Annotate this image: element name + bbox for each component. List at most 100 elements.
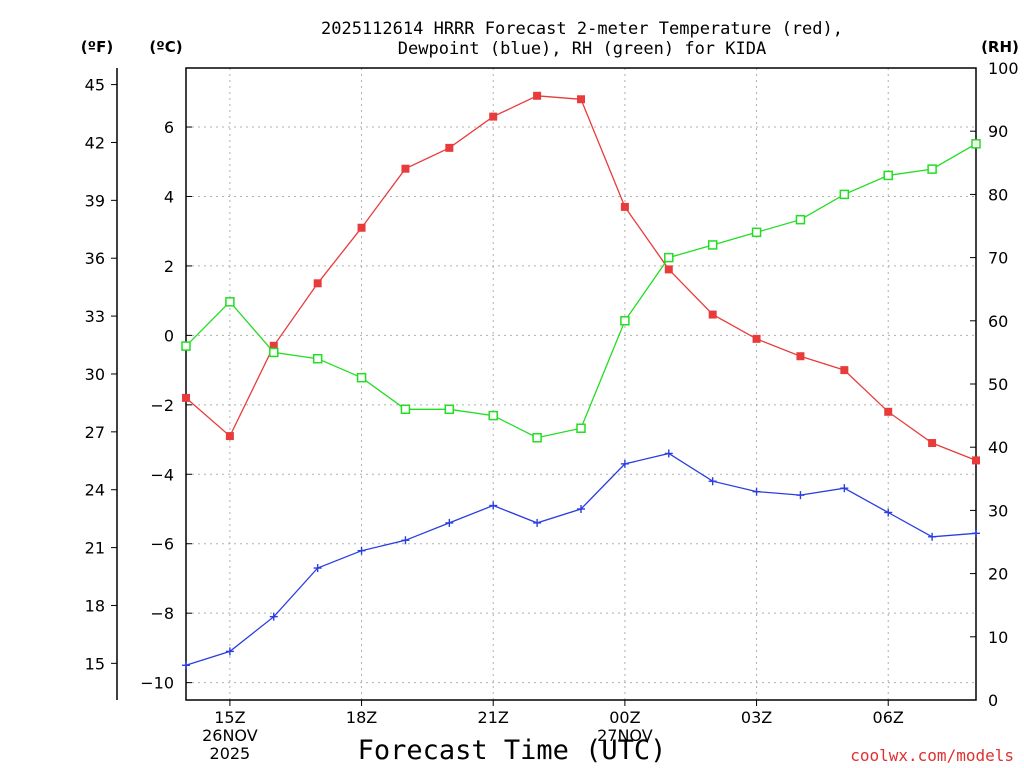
plot-frame <box>185 67 977 701</box>
dewpoint-line <box>185 452 977 666</box>
year-tick-label: 2025 <box>210 744 251 763</box>
rh-tick-label: 80 <box>988 185 1008 204</box>
axis-ticks: −10−8−6−4−202461518212427303336394245010… <box>85 59 1019 763</box>
dewpoint-point <box>489 501 498 510</box>
rh-point <box>664 252 674 263</box>
rh-point <box>927 164 937 174</box>
time-tick-label: 15Z <box>214 708 245 727</box>
celsius-tick-label: −4 <box>150 465 174 484</box>
fahrenheit-tick-label: 30 <box>85 365 105 384</box>
rh-point <box>576 423 586 433</box>
2-meter-temperature-point <box>489 112 498 121</box>
dewpoint-point <box>796 491 805 500</box>
fahrenheit-tick-label: 33 <box>85 307 105 326</box>
rh-tick-label: 50 <box>988 375 1008 394</box>
dewpoint-point <box>840 484 849 493</box>
2-meter-temperature-point <box>884 407 893 416</box>
date-tick-label: 27NOV <box>597 726 653 745</box>
fahrenheit-tick-label: 39 <box>85 191 105 210</box>
rh-point <box>839 189 850 200</box>
rh-point <box>971 139 981 149</box>
2-meter-temperature-point <box>840 366 849 375</box>
fahrenheit-tick-label: 24 <box>85 481 105 500</box>
2-meter-temperature-point <box>357 223 366 232</box>
dewpoint-point <box>928 532 937 541</box>
2-meter-temperature-point <box>313 279 322 288</box>
dewpoint-point <box>269 612 278 621</box>
dewpoint-point <box>182 661 190 670</box>
2-meter-temperature-line <box>185 95 977 462</box>
dewpoint-point <box>972 529 980 538</box>
dewpoint-point <box>752 487 761 496</box>
rh-point <box>751 227 762 238</box>
fahrenheit-unit-label: (ºF) <box>81 38 113 56</box>
rh-tick-label: 60 <box>988 312 1008 331</box>
dewpoint-point <box>664 449 673 458</box>
rh-tick-label: 20 <box>988 565 1008 584</box>
time-tick-label: 18Z <box>346 708 377 727</box>
rh-point <box>225 297 235 307</box>
dewpoint-point <box>884 508 893 517</box>
rh-tick-label: 40 <box>988 438 1008 457</box>
rh-point <box>444 404 455 415</box>
rh-point <box>707 240 718 250</box>
rh-unit-label: (RH) <box>981 38 1019 56</box>
celsius-tick-label: −2 <box>150 396 174 415</box>
dewpoint-point <box>357 546 366 555</box>
celsius-tick-label: −6 <box>150 535 174 554</box>
credit-text: coolwx.com/models <box>850 746 1014 765</box>
dewpoint-point <box>401 536 410 545</box>
time-tick-label: 21Z <box>478 708 509 727</box>
grid-lines <box>186 68 976 700</box>
celsius-tick-label: 2 <box>164 257 174 276</box>
fahrenheit-tick-label: 27 <box>85 423 105 442</box>
dewpoint-point <box>533 518 542 527</box>
rh-point <box>312 353 323 364</box>
rh-point <box>620 316 630 326</box>
2-meter-temperature-point <box>972 456 980 465</box>
dewpoint-point <box>225 647 234 656</box>
dewpoint-point <box>708 477 717 486</box>
date-tick-label: 26NOV <box>202 726 258 745</box>
celsius-tick-label: −8 <box>150 604 174 623</box>
2-meter-temperature-point <box>182 393 190 402</box>
fahrenheit-tick-label: 18 <box>85 596 105 615</box>
rh-tick-label: 100 <box>988 59 1019 78</box>
dewpoint-point <box>445 518 454 527</box>
rh-tick-label: 70 <box>988 249 1008 268</box>
axes <box>116 67 977 701</box>
celsius-tick-label: 6 <box>164 118 174 137</box>
rh-tick-label: 10 <box>988 628 1008 647</box>
fahrenheit-tick-label: 36 <box>85 249 105 268</box>
2-meter-temperature-point <box>664 265 673 274</box>
dewpoint-point <box>620 459 629 468</box>
2-meter-temperature-point <box>269 341 278 350</box>
x-axis-title: Forecast Time (UTC) <box>358 735 667 766</box>
2-meter-temperature-point <box>401 164 410 173</box>
celsius-tick-label: 0 <box>164 326 174 345</box>
rh-tick-label: 90 <box>988 122 1008 141</box>
2-meter-temperature-point <box>928 439 937 448</box>
fahrenheit-tick-label: 21 <box>85 539 105 558</box>
chart-title-line1: 2025112614 HRRR Forecast 2-meter Tempera… <box>321 19 843 39</box>
2-meter-temperature-point <box>577 95 585 104</box>
2-meter-temperature-point <box>533 91 542 100</box>
fahrenheit-tick-label: 45 <box>85 76 105 95</box>
rh-tick-label: 30 <box>988 501 1008 520</box>
dewpoint-point <box>577 505 585 514</box>
celsius-tick-label: 4 <box>164 187 174 206</box>
2-meter-temperature-point <box>620 202 629 211</box>
time-tick-label: 03Z <box>741 708 772 727</box>
data-series <box>181 91 981 670</box>
time-tick-label: 00Z <box>609 708 640 727</box>
2-meter-temperature-point <box>796 352 805 361</box>
rh-line <box>185 143 977 439</box>
celsius-tick-label: −10 <box>140 674 174 693</box>
celsius-unit-label: (ºC) <box>149 38 182 56</box>
chart-title-line2: Dewpoint (blue), RH (green) for KIDA <box>398 39 766 59</box>
rh-point <box>883 170 893 181</box>
2-meter-temperature-point <box>225 432 234 441</box>
rh-point <box>532 432 542 443</box>
fahrenheit-tick-label: 42 <box>85 133 105 152</box>
